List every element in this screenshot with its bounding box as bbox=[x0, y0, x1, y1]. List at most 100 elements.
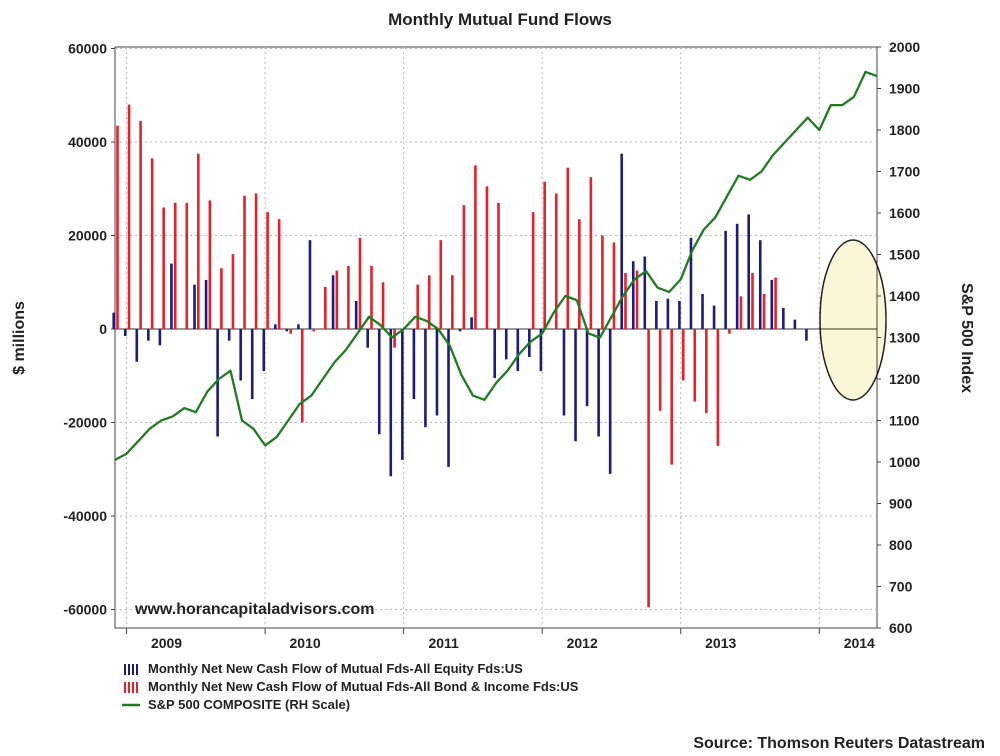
y-tick-label: 0 bbox=[99, 321, 107, 337]
equity-bar bbox=[308, 240, 312, 329]
equity-bar bbox=[689, 237, 693, 329]
bond-bar bbox=[601, 235, 604, 329]
equity-bar bbox=[262, 329, 266, 372]
y2-axis-label: S&P 500 Index bbox=[958, 283, 975, 393]
equity-bar bbox=[735, 223, 739, 329]
equity-bar bbox=[204, 279, 208, 329]
x-tick-label: 2009 bbox=[151, 635, 182, 651]
y2-tick-label: 600 bbox=[889, 620, 913, 636]
legend-item: S&P 500 COMPOSITE (RH Scale) bbox=[122, 697, 350, 712]
x-tick-label: 2014 bbox=[844, 635, 875, 651]
equity-bar bbox=[805, 329, 808, 341]
bond-bar bbox=[300, 329, 304, 423]
equity-bar bbox=[620, 153, 623, 329]
bond-bar bbox=[762, 293, 766, 329]
equity-bar bbox=[401, 329, 404, 460]
legend-swatch bbox=[132, 664, 134, 675]
bond-bar bbox=[427, 275, 431, 329]
y2-tick-label: 800 bbox=[889, 537, 913, 553]
equity-bar bbox=[389, 329, 393, 477]
equity-bar bbox=[250, 329, 254, 400]
equity-bar bbox=[585, 329, 589, 407]
equity-bar bbox=[458, 329, 462, 332]
bond-bar bbox=[127, 104, 131, 329]
bond-bar bbox=[231, 254, 235, 329]
equity-bar bbox=[701, 293, 704, 329]
bond-bar bbox=[150, 158, 154, 329]
y2-tick-label: 1100 bbox=[889, 413, 920, 429]
legend-item: Monthly Net New Cash Flow of Mutual Fds-… bbox=[124, 661, 523, 676]
legend-swatch bbox=[124, 664, 126, 675]
bond-bar bbox=[173, 202, 177, 329]
x-tick-label: 2010 bbox=[290, 635, 321, 651]
bond-bar bbox=[566, 167, 570, 329]
bond-bar bbox=[277, 219, 281, 329]
equity-bar bbox=[655, 300, 658, 329]
bond-bar bbox=[624, 272, 627, 329]
equity-bar bbox=[170, 263, 173, 329]
y-axis-label: $ millions bbox=[11, 301, 28, 375]
bond-bar bbox=[751, 272, 754, 329]
bond-bar bbox=[578, 219, 581, 329]
y2-tick-label: 1900 bbox=[889, 81, 920, 97]
equity-bar bbox=[724, 230, 727, 329]
bond-bar bbox=[462, 205, 466, 329]
bond-bar bbox=[647, 329, 650, 608]
y-tick-label: 40000 bbox=[68, 134, 107, 150]
ticks-layer: 60000 40000 20000 0 -20000 -40000 -60000 2000 19… bbox=[63, 39, 920, 651]
bond-bar bbox=[728, 329, 731, 334]
bond-bar bbox=[197, 153, 200, 329]
y2-tick-label: 1600 bbox=[889, 205, 920, 221]
equity-bar bbox=[712, 305, 716, 329]
y-tick-label: 60000 bbox=[68, 41, 107, 57]
y2-tick-label: 700 bbox=[889, 579, 913, 595]
bond-bar bbox=[416, 284, 419, 329]
bond-bar bbox=[347, 265, 350, 329]
equity-bar bbox=[539, 329, 543, 372]
equity-bar bbox=[297, 324, 300, 329]
y2-tick-label: 1800 bbox=[889, 122, 920, 138]
equity-bar bbox=[770, 279, 774, 329]
bond-bar bbox=[485, 186, 489, 329]
y2-tick-label: 1300 bbox=[889, 330, 920, 346]
bond-bar bbox=[658, 329, 662, 411]
equity-bar bbox=[158, 329, 162, 346]
bond-bar bbox=[289, 329, 292, 334]
line-layer bbox=[114, 70, 878, 461]
legend-swatch bbox=[128, 664, 130, 675]
equity-bar bbox=[758, 240, 762, 329]
watermark-text: www.horancapitaladvisors.com bbox=[134, 601, 374, 618]
bond-bar bbox=[220, 268, 223, 329]
equity-bar bbox=[147, 329, 150, 341]
equity-bar bbox=[597, 329, 600, 437]
equity-bar bbox=[112, 312, 115, 329]
equity-bar bbox=[274, 324, 277, 329]
equity-bar bbox=[331, 275, 335, 329]
legend-label: Monthly Net New Cash Flow of Mutual Fds-… bbox=[148, 679, 579, 694]
bars-layer bbox=[112, 104, 808, 608]
equity-bar bbox=[412, 329, 416, 400]
equity-bar bbox=[193, 284, 196, 329]
bond-bar bbox=[451, 275, 454, 329]
bond-bar bbox=[543, 181, 546, 329]
equity-bar bbox=[435, 329, 439, 416]
bond-bar bbox=[497, 202, 500, 329]
equity-bar bbox=[574, 329, 577, 442]
y-tick-label: -60000 bbox=[63, 602, 107, 618]
bond-bar bbox=[716, 329, 720, 446]
legend-label: S&P 500 COMPOSITE (RH Scale) bbox=[148, 697, 350, 712]
chart-title: Monthly Mutual Fund Flows bbox=[388, 10, 612, 29]
bond-bar bbox=[693, 329, 697, 402]
equity-bar bbox=[123, 329, 127, 337]
bond-bar bbox=[162, 207, 165, 329]
x-tick-label: 2013 bbox=[705, 635, 736, 651]
equity-bar bbox=[747, 214, 750, 329]
equity-bar bbox=[793, 319, 797, 329]
legend-swatch bbox=[136, 682, 138, 693]
bond-bar bbox=[589, 177, 593, 329]
y-tick-label: -40000 bbox=[63, 508, 107, 524]
bond-bar bbox=[208, 200, 212, 329]
equity-bar bbox=[424, 329, 427, 428]
equity-bar bbox=[470, 317, 473, 329]
